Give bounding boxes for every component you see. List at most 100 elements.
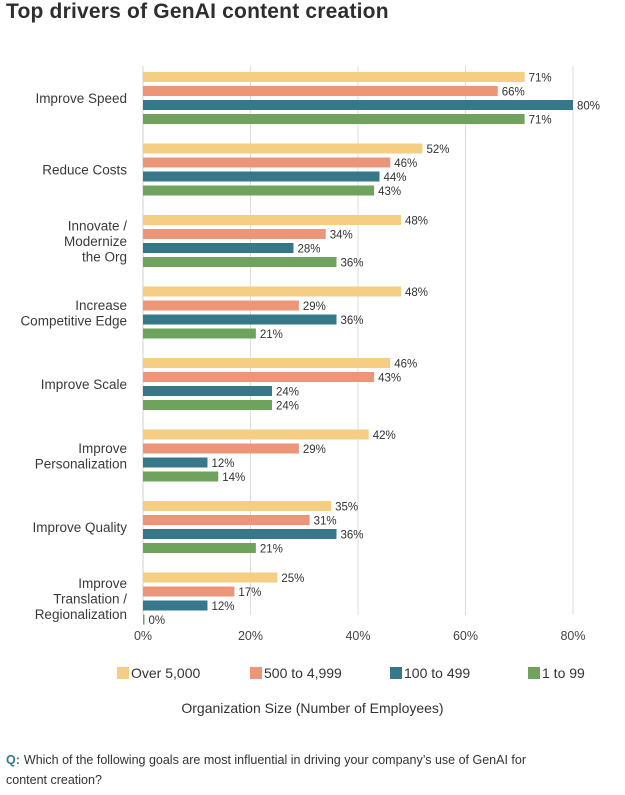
bar	[143, 314, 337, 325]
legend-label: 500 to 4,999	[264, 665, 342, 681]
bar	[143, 86, 498, 96]
bar	[143, 300, 299, 311]
survey-question: Q: Which of the following goals are most …	[6, 750, 566, 790]
legend-swatch	[390, 667, 402, 679]
data-label: 36%	[341, 315, 364, 327]
x-tick-label: 40%	[345, 629, 370, 643]
bar	[143, 358, 391, 368]
data-label: 36%	[341, 258, 364, 270]
data-label: 42%	[373, 430, 396, 442]
bar	[143, 171, 380, 182]
x-axis-title: Organization Size (Number of Employees)	[181, 700, 444, 716]
bar	[143, 572, 278, 583]
bar	[143, 515, 310, 525]
data-label: 46%	[394, 158, 417, 170]
category-label: Improve Quality	[32, 520, 127, 535]
data-label: 43%	[378, 373, 401, 385]
bar	[143, 215, 401, 225]
legend-label: 100 to 499	[404, 665, 470, 681]
category-labels-group: Improve Speed Reduce Costs Innovate / Moder…	[20, 91, 127, 622]
data-label: 31%	[314, 516, 337, 528]
category-label-line: Personalization	[35, 456, 127, 471]
bar	[143, 243, 294, 253]
data-label: 24%	[276, 387, 299, 399]
data-label: 52%	[427, 144, 450, 156]
value-labels-group: 71% 66% 80% 71% 52% 46% 44% 43% 48% 34% 28% 36% 48% 2…	[149, 73, 601, 628]
bar	[143, 600, 208, 611]
chart-title: Top drivers of GenAI content creation	[6, 0, 389, 23]
bar	[143, 100, 573, 110]
data-label: 36%	[341, 530, 364, 542]
category-label-line: Translation /	[53, 592, 127, 607]
bar	[143, 429, 369, 440]
data-label: 80%	[577, 101, 600, 113]
x-tick-label: 60%	[453, 629, 478, 643]
bar	[143, 400, 272, 410]
legend-swatch	[528, 667, 540, 679]
x-tick-label: 80%	[560, 629, 585, 643]
bar	[143, 457, 208, 468]
legend-label: Over 5,000	[131, 665, 200, 681]
bar	[143, 529, 337, 539]
category-label-line: Improve Quality	[32, 520, 127, 535]
data-label: 14%	[222, 472, 245, 484]
bar	[143, 286, 401, 297]
data-label: 28%	[298, 244, 321, 256]
bar	[143, 471, 219, 482]
data-label: 29%	[303, 301, 326, 313]
data-label: 44%	[384, 172, 407, 184]
bar	[143, 586, 235, 597]
category-label: Increase Competitive Edge	[20, 298, 127, 329]
data-label: 48%	[405, 216, 428, 228]
data-label: 35%	[335, 502, 358, 514]
category-label-line: Modernize	[64, 234, 127, 249]
bar	[143, 229, 326, 239]
data-label: 71%	[529, 73, 552, 85]
data-label: 21%	[260, 329, 283, 341]
bar	[143, 157, 391, 168]
x-tick-label: 20%	[238, 629, 263, 643]
data-label: 43%	[378, 186, 401, 198]
category-label: Improve Personalization	[35, 441, 127, 472]
bars-group	[143, 72, 573, 625]
category-label: Improve Translation / Regionalization	[35, 576, 128, 622]
category-label-line: Reduce Costs	[42, 163, 127, 178]
bar	[143, 614, 145, 625]
bar-chart: 71% 66% 80% 71% 52% 46% 44% 43% 48% 34% 28% 36% 48% 2…	[20, 66, 601, 681]
data-label: 46%	[394, 359, 417, 371]
bar	[143, 372, 375, 382]
bar	[143, 72, 525, 82]
bar	[143, 501, 332, 511]
bar	[143, 114, 525, 124]
data-label: 12%	[212, 601, 235, 613]
bar	[143, 386, 272, 396]
category-label: Improve Scale	[41, 377, 127, 392]
data-label: 66%	[502, 87, 525, 99]
data-label: 24%	[276, 401, 299, 413]
question-text: Which of the following goals are most in…	[6, 753, 526, 787]
category-label-line: Improve	[78, 441, 127, 456]
bar	[143, 185, 375, 196]
category-label-line: Improve Scale	[41, 377, 127, 392]
data-label: 21%	[260, 544, 283, 556]
bar	[143, 328, 256, 339]
category-label-line: Increase	[75, 298, 127, 313]
data-label: 17%	[238, 587, 261, 599]
legend-swatch	[117, 667, 129, 679]
data-label: 12%	[212, 458, 235, 470]
bar	[143, 543, 256, 553]
question-prefix: Q:	[6, 753, 20, 767]
bar	[143, 143, 423, 154]
legend-swatch	[250, 667, 262, 679]
bar	[143, 257, 337, 267]
category-label-line: Competitive Edge	[20, 313, 127, 328]
category-label: Innovate / Modernize the Org	[64, 219, 127, 265]
legend: Over 5,000 500 to 4,999 100 to 499 1 to 99	[117, 665, 585, 681]
data-label: 25%	[281, 573, 304, 585]
category-label-line: Innovate /	[68, 219, 128, 234]
x-tick-label: 0%	[134, 629, 152, 643]
category-label: Reduce Costs	[42, 163, 127, 178]
bar	[143, 443, 299, 454]
category-label: Improve Speed	[35, 91, 127, 106]
legend-label: 1 to 99	[542, 665, 585, 681]
